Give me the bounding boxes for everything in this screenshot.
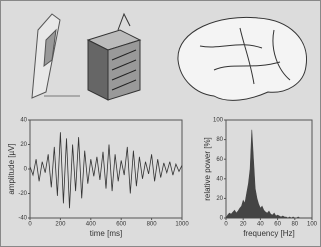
x-axis-label: frequency [Hz]: [243, 229, 295, 238]
x-tick-label: 400: [86, 222, 97, 228]
y-tick-label: 60: [216, 157, 223, 163]
y-axis-label: amplitude [µV]: [7, 143, 16, 194]
y-tick-label: 20: [216, 196, 223, 202]
brain-illustration: [178, 17, 307, 100]
x-tick-label: 600: [116, 222, 127, 228]
x-tick-label: 200: [55, 222, 66, 228]
x-tick-label: 80: [291, 222, 298, 228]
x-tick-label: 40: [257, 222, 264, 228]
y-tick-label: 80: [216, 137, 223, 143]
x-tick-label: 100: [307, 222, 318, 228]
y-tick-label: 40: [20, 118, 27, 124]
y-tick-label: 20: [20, 142, 27, 148]
x-axis-label: time [ms]: [90, 229, 122, 238]
x-tick-label: 60: [274, 222, 281, 228]
y-tick-label: -40: [18, 216, 27, 222]
figure: 02004006008001000-40-2002040time [ms]amp…: [0, 0, 321, 247]
x-tick-label: 1000: [175, 222, 189, 228]
y-tick-label: -20: [18, 191, 27, 197]
x-tick-label: 800: [147, 222, 158, 228]
y-tick-label: 40: [216, 176, 223, 182]
y-tick-label: 100: [213, 118, 224, 124]
x-tick-label: 20: [240, 222, 247, 228]
y-axis-label: relative power [%]: [203, 137, 212, 201]
